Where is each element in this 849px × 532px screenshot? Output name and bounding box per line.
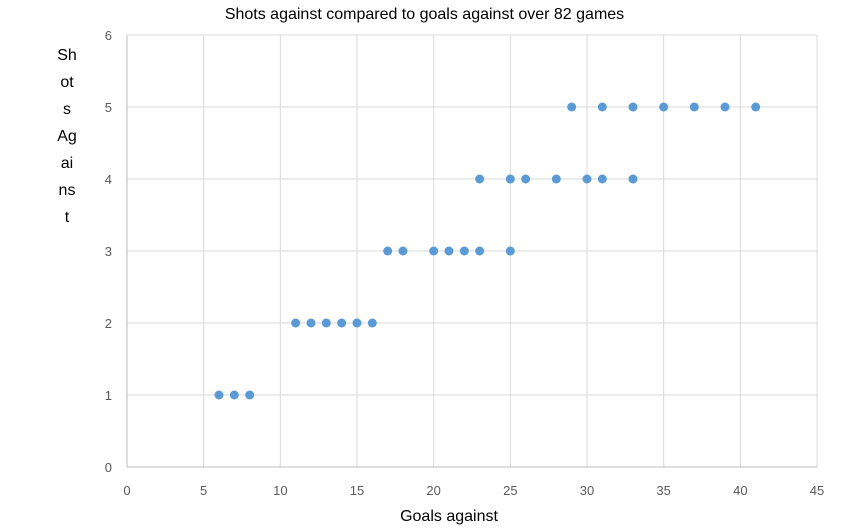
data-point (475, 174, 485, 184)
x-tick-label: 40 (733, 483, 747, 498)
x-tick-label: 35 (656, 483, 670, 498)
data-point (521, 174, 531, 184)
data-point (337, 318, 347, 328)
gridlines (127, 34, 818, 467)
data-point (367, 318, 377, 328)
data-point (383, 246, 393, 256)
chart-title: Shots against compared to goals against … (224, 6, 625, 23)
x-tick-label: 30 (580, 483, 594, 498)
y-tick-label: 0 (105, 460, 112, 475)
x-tick-label: 5 (200, 483, 207, 498)
data-point (689, 102, 699, 112)
data-point (720, 102, 730, 112)
data-point (551, 174, 561, 184)
data-point (567, 102, 577, 112)
y-tick-label: 1 (105, 388, 112, 403)
x-tick-label: 20 (426, 483, 440, 498)
data-point (459, 246, 469, 256)
y-tick-label: 4 (105, 172, 112, 187)
data-point (245, 390, 255, 400)
data-point (306, 318, 316, 328)
data-point (352, 318, 362, 328)
data-point (475, 246, 485, 256)
data-point (291, 318, 301, 328)
data-point (597, 174, 607, 184)
x-tick-label: 25 (503, 483, 517, 498)
y-tick-label: 6 (105, 28, 112, 43)
data-point (214, 390, 224, 400)
data-point (429, 246, 439, 256)
y-axis-label: Shots Against (57, 47, 77, 226)
x-tick-label: 45 (810, 483, 824, 498)
data-point (628, 174, 638, 184)
y-tick-label: 5 (105, 100, 112, 115)
data-point (321, 318, 331, 328)
data-point (229, 390, 239, 400)
x-tick-label: 10 (273, 483, 287, 498)
axes (126, 35, 817, 468)
x-tick-label: 15 (350, 483, 364, 498)
x-tick-label: 0 (123, 483, 130, 498)
data-point (597, 102, 607, 112)
data-point (398, 246, 408, 256)
y-tick-label: 3 (105, 244, 112, 259)
data-point (505, 246, 515, 256)
y-tick-label: 2 (105, 316, 112, 331)
data-points (214, 102, 761, 400)
x-axis-label: Goals against (400, 508, 498, 525)
data-point (505, 174, 515, 184)
data-point (444, 246, 454, 256)
data-point (751, 102, 761, 112)
data-point (628, 102, 638, 112)
data-point (659, 102, 669, 112)
data-point (582, 174, 592, 184)
